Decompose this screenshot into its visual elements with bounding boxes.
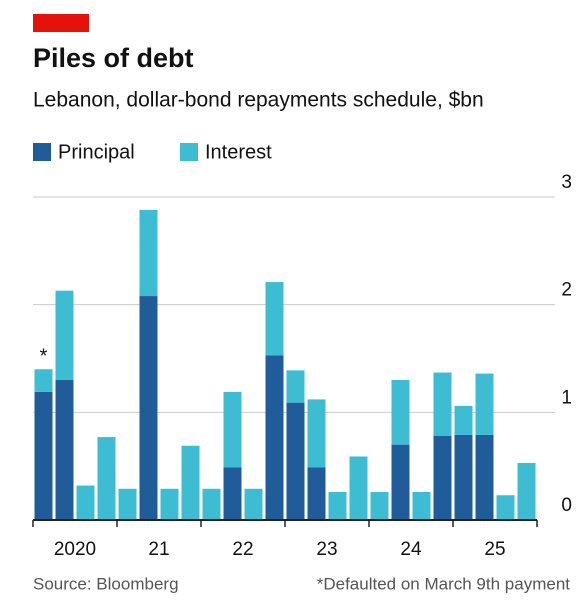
bar-segment [307, 399, 326, 468]
source: Source: Bloomberg [33, 574, 179, 593]
bar-segment [496, 495, 515, 520]
bar-segment [202, 488, 221, 520]
brand-bar [33, 14, 89, 32]
bar-segment [475, 373, 494, 435]
bar-segment [307, 467, 326, 520]
y-tick-label: 3 [561, 172, 572, 193]
bar-segment [286, 402, 305, 520]
bar-segment [55, 290, 74, 381]
x-tick-label: 21 [148, 539, 169, 560]
bar-segment [286, 370, 305, 403]
legend-label: Interest [205, 141, 272, 163]
bar-segment [223, 391, 242, 468]
bar-segment [328, 492, 347, 520]
bar-segment [433, 436, 452, 520]
bar-segment [97, 437, 116, 520]
bar-segment [265, 355, 284, 520]
bar-segment [454, 434, 473, 520]
bar-segment [139, 296, 158, 520]
footnote: *Defaulted on March 9th payment [317, 574, 571, 593]
bar-segment [55, 380, 74, 520]
bar-segment [76, 485, 95, 520]
bar-segment [181, 445, 200, 520]
x-tick-label: 2020 [54, 539, 96, 560]
bar-segment [433, 372, 452, 437]
bar-segment [223, 467, 242, 520]
bar-segment [475, 434, 494, 520]
x-tick-label: 24 [400, 539, 422, 560]
bar-segment [391, 380, 410, 445]
chart-subtitle: Lebanon, dollar-bond repayments schedule… [33, 89, 484, 112]
bar-segment [517, 462, 536, 520]
chart-title: Piles of debt [33, 43, 194, 73]
bar-segment [34, 391, 53, 520]
x-tick-label: 22 [232, 539, 253, 560]
bar-segment [244, 488, 263, 520]
annotation: * [40, 346, 48, 368]
bar-segment [412, 492, 431, 520]
x-tick-label: 23 [316, 539, 337, 560]
bar-segment [370, 492, 389, 520]
bar-segment [391, 444, 410, 520]
legend-swatch [180, 143, 198, 161]
legend-label: Principal [58, 141, 135, 163]
bar-segment [349, 456, 368, 520]
bar-segment [160, 488, 179, 520]
bar-segment [454, 405, 473, 435]
y-tick-label: 0 [561, 495, 572, 516]
bar-segment [34, 369, 53, 392]
y-tick-label: 1 [561, 387, 572, 408]
bar-segment [118, 488, 137, 520]
bar-segment [139, 209, 158, 297]
bar-segment [265, 282, 284, 356]
legend-swatch [33, 143, 51, 161]
x-tick-label: 25 [484, 539, 505, 560]
y-tick-label: 2 [561, 280, 572, 301]
